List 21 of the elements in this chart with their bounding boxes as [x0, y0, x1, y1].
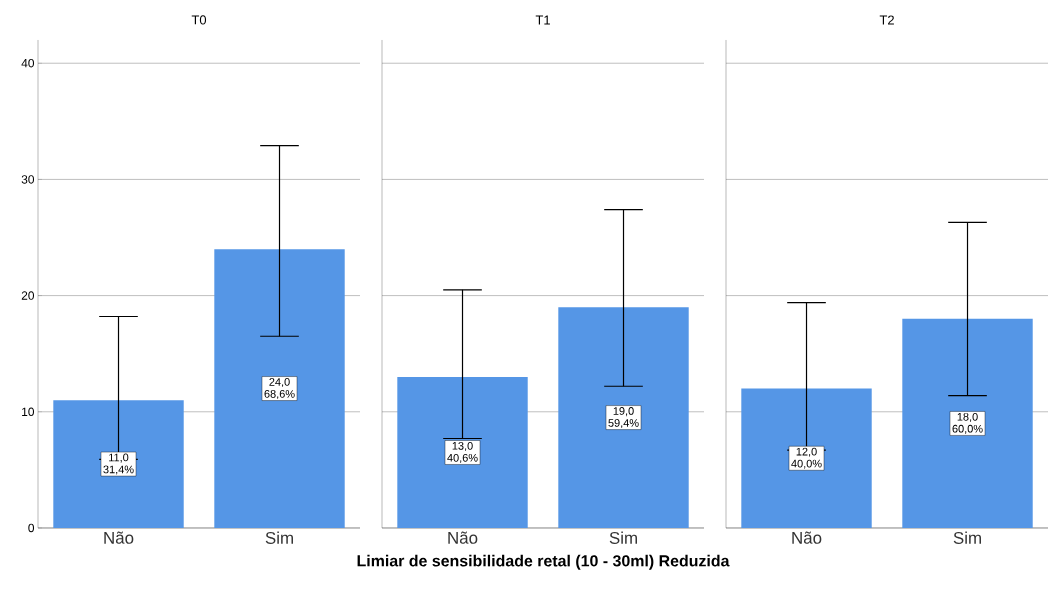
y-tick-label: 30: [21, 175, 35, 184]
x-tick-label: Não: [792, 531, 822, 544]
y-tick-label: 10: [22, 407, 35, 417]
x-tick-label: Sim: [953, 531, 981, 544]
x-tick-label: Sim: [609, 531, 637, 544]
data-label: 13,0 40,6%: [447, 441, 478, 463]
y-tick-label: 0: [28, 523, 35, 533]
y-tick-label: 40: [21, 58, 35, 68]
data-label: 11,0 31,4%: [103, 453, 134, 475]
data-label: 19,0 59,4%: [608, 407, 639, 429]
chart-title: T0: [191, 15, 207, 25]
data-label: 24,0 68,6%: [264, 378, 295, 400]
x-tick-label: Não: [448, 531, 478, 544]
y-tick-label: 20: [21, 291, 35, 300]
x-tick-label: Sim: [265, 531, 293, 544]
data-label: 18,0 60,0%: [952, 412, 983, 434]
chart-title: T2: [879, 15, 894, 25]
data-label: 12,0 40,0%: [791, 447, 822, 469]
x-tick-label: Não: [104, 531, 134, 544]
x-axis-title: Limiar de sensibilidade retal (10 - 30ml) Reduzida: [357, 554, 730, 570]
chart-title: T1: [535, 15, 550, 25]
